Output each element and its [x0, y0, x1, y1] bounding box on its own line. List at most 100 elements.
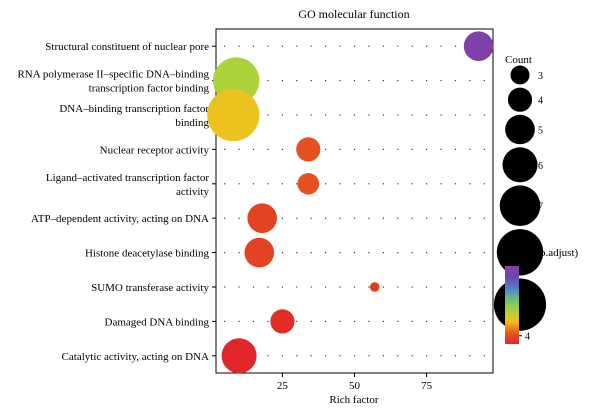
grid-dot — [397, 45, 399, 47]
grid-dot — [310, 320, 312, 322]
grid-dot — [353, 252, 356, 254]
grid-dot — [238, 45, 240, 47]
grid-dot — [382, 148, 384, 150]
grid-dot — [411, 320, 413, 322]
grid-dot — [339, 217, 341, 219]
grid-dot — [368, 148, 370, 150]
grid-dot — [296, 80, 298, 82]
grid-dot — [339, 355, 341, 357]
grid-dot — [281, 252, 283, 254]
grid-dot — [267, 320, 269, 322]
grid-dot — [440, 80, 442, 82]
grid-dot — [368, 183, 370, 185]
grid-dot — [454, 148, 457, 150]
grid-dot — [353, 148, 356, 150]
grid-dot — [224, 183, 226, 185]
padj-legend: –log10 (p.adjust) 4 5 6 7 8 — [502, 247, 578, 344]
grid-dot — [397, 80, 399, 82]
grid-dot — [426, 114, 428, 116]
data-point — [463, 31, 494, 61]
grid-dot — [224, 286, 226, 288]
grid-dot — [454, 355, 457, 357]
grid-dot — [310, 80, 312, 82]
grid-dot — [353, 355, 356, 357]
grid-dot — [267, 80, 269, 82]
padj-legend-title: –log10 (p.adjust) — [502, 247, 578, 259]
grid-dot — [310, 45, 312, 47]
grid-dot — [368, 45, 370, 47]
grid-dot — [296, 217, 298, 219]
padj-tick-label: 7 — [525, 282, 530, 293]
grid-dot — [238, 286, 240, 288]
grid-dot — [469, 217, 471, 219]
y-axis-labels: Structural constituent of nuclear pore RN… — [17, 41, 216, 363]
grid-dot — [238, 217, 240, 219]
count-legend-label: 9 — [538, 301, 543, 312]
grid-dot — [368, 252, 370, 254]
grid-dot — [339, 320, 341, 322]
grid-dot — [382, 183, 384, 185]
grid-dot — [454, 45, 457, 47]
y-axis-label: ATP–dependent activity, acting on DNA — [31, 213, 209, 225]
grid-dot — [454, 320, 457, 322]
grid-dot — [252, 45, 255, 47]
y-axis-label: Structural constituent of nuclear pore — [45, 41, 209, 53]
count-legend-label: 5 — [538, 126, 543, 137]
grid-dot — [325, 320, 327, 322]
grid-dot — [440, 45, 442, 47]
count-legend-dot — [496, 229, 544, 276]
grid-dot — [454, 217, 457, 219]
grid-dot — [426, 286, 428, 288]
count-legend-dot — [499, 185, 541, 226]
grid-dot — [469, 355, 471, 357]
grid-dot — [296, 320, 298, 322]
grid-layer — [224, 45, 485, 357]
grid-dot — [382, 286, 384, 288]
grid-dot — [454, 183, 457, 185]
y-axis-label: DNA–binding transcription factor binding — [59, 103, 209, 129]
grid-dot — [238, 148, 240, 150]
grid-dot — [353, 320, 356, 322]
grid-dot — [426, 45, 428, 47]
grid-dot — [281, 355, 283, 357]
grid-dot — [310, 355, 312, 357]
grid-dot — [325, 217, 327, 219]
grid-dot — [454, 114, 457, 116]
grid-dot — [426, 217, 428, 219]
grid-dot — [353, 45, 356, 47]
grid-dot — [310, 252, 312, 254]
grid-dot — [267, 148, 269, 150]
count-legend: Count 3 4 5 6 7 8 9 — [493, 54, 547, 331]
grid-dot — [469, 286, 471, 288]
grid-dot — [411, 114, 413, 116]
grid-dot — [224, 45, 226, 47]
grid-dot — [281, 45, 283, 47]
grid-dot — [238, 320, 240, 322]
grid-dot — [353, 80, 356, 82]
grid-dot — [339, 183, 341, 185]
count-legend-dot — [505, 114, 535, 145]
y-axis-label: RNA polymerase II–specific DNA–binding tr… — [17, 69, 209, 95]
grid-dot — [325, 286, 327, 288]
grid-dot — [397, 183, 399, 185]
grid-dot — [296, 45, 298, 47]
grid-dot — [339, 286, 341, 288]
grid-dot — [483, 286, 485, 288]
grid-dot — [339, 114, 341, 116]
grid-dot — [411, 183, 413, 185]
grid-dot — [368, 217, 370, 219]
grid-dot — [296, 286, 298, 288]
grid-dot — [440, 286, 442, 288]
grid-dot — [252, 148, 255, 150]
grid-dot — [440, 217, 442, 219]
padj-colorbar — [505, 266, 519, 344]
grid-dot — [224, 320, 226, 322]
grid-dot — [296, 114, 298, 116]
x-tick-label: 25 — [277, 380, 289, 392]
grid-dot — [325, 80, 327, 82]
count-legend-label: 4 — [538, 96, 543, 107]
grid-dot — [252, 183, 255, 185]
grid-dot — [397, 114, 399, 116]
grid-dot — [426, 355, 428, 357]
grid-dot — [397, 355, 399, 357]
